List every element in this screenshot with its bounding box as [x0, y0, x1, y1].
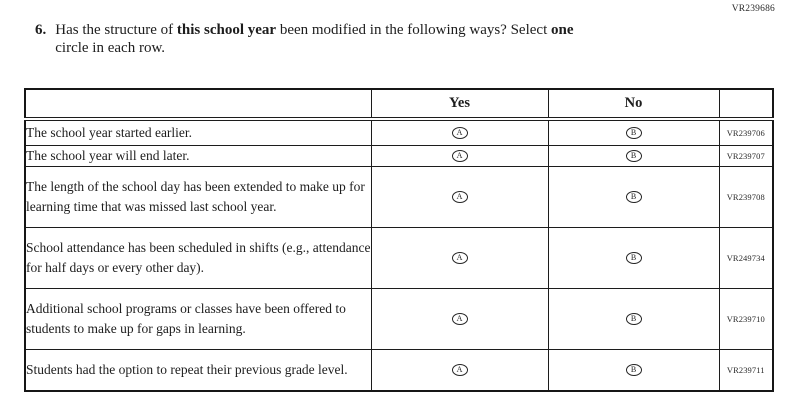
question-block: 6. Has the structure of this school year… [35, 21, 574, 58]
statement-cell: Students had the option to repeat their … [24, 348, 372, 392]
no-cell: B [547, 348, 720, 392]
no-option-bubble[interactable]: B [625, 191, 642, 204]
row-code: VR239706 [718, 118, 774, 146]
header-no: No [547, 88, 720, 121]
question-line2: circle in each row. [55, 40, 166, 57]
no-cell: B [547, 165, 720, 228]
row-code: VR239708 [718, 165, 774, 228]
yes-option-bubble[interactable]: A [451, 150, 468, 163]
yes-option-bubble[interactable]: A [451, 127, 468, 140]
statement-cell: School attendance has been scheduled in … [24, 226, 372, 289]
no-option-bubble[interactable]: B [625, 127, 642, 140]
question-line1: Has the structure of this school year be… [55, 22, 574, 38]
no-option-bubble[interactable]: B [625, 364, 642, 377]
form-code-top-right: VR239686 [731, 4, 775, 14]
question-text: Has the structure of this school year be… [55, 21, 573, 58]
yes-cell: A [370, 226, 549, 289]
row-code: VR239711 [718, 348, 774, 392]
yes-cell: A [370, 165, 549, 228]
header-code [718, 88, 774, 121]
statement-cell: The school year will end later. [24, 145, 372, 167]
yes-cell: A [370, 348, 549, 392]
statement-cell: The school year started earlier. [24, 118, 372, 146]
header-statement [24, 88, 372, 121]
table-row: Students had the option to repeat their … [24, 348, 774, 392]
yes-cell: A [370, 118, 549, 146]
yes-option-bubble[interactable]: A [451, 191, 468, 204]
table-row: Additional school programs or classes ha… [24, 287, 774, 350]
header-yes: Yes [370, 88, 549, 121]
no-cell: B [547, 226, 720, 289]
no-cell: B [547, 118, 720, 146]
no-option-bubble[interactable]: B [625, 150, 642, 163]
yes-cell: A [370, 287, 549, 350]
yes-option-bubble[interactable]: A [451, 252, 468, 265]
no-cell: B [547, 145, 720, 167]
statement-cell: The length of the school day has been ex… [24, 165, 372, 228]
table-header-row: Yes No [24, 88, 774, 121]
table-row: School attendance has been scheduled in … [24, 226, 774, 289]
table-row: The school year will end later. A B VR23… [24, 145, 774, 167]
no-option-bubble[interactable]: B [625, 252, 642, 265]
no-option-bubble[interactable]: B [625, 313, 642, 326]
question-number: 6. [35, 22, 47, 38]
yes-option-bubble[interactable]: A [451, 364, 468, 377]
response-table: Yes No The school year started earlier. … [24, 88, 774, 392]
table-row: The school year started earlier. A B VR2… [24, 118, 774, 146]
row-code: VR249734 [718, 226, 774, 289]
table-row: The length of the school day has been ex… [24, 165, 774, 228]
row-code: VR239707 [718, 145, 774, 167]
yes-option-bubble[interactable]: A [451, 313, 468, 326]
row-code: VR239710 [718, 287, 774, 350]
no-cell: B [547, 287, 720, 350]
statement-cell: Additional school programs or classes ha… [24, 287, 372, 350]
yes-cell: A [370, 145, 549, 167]
